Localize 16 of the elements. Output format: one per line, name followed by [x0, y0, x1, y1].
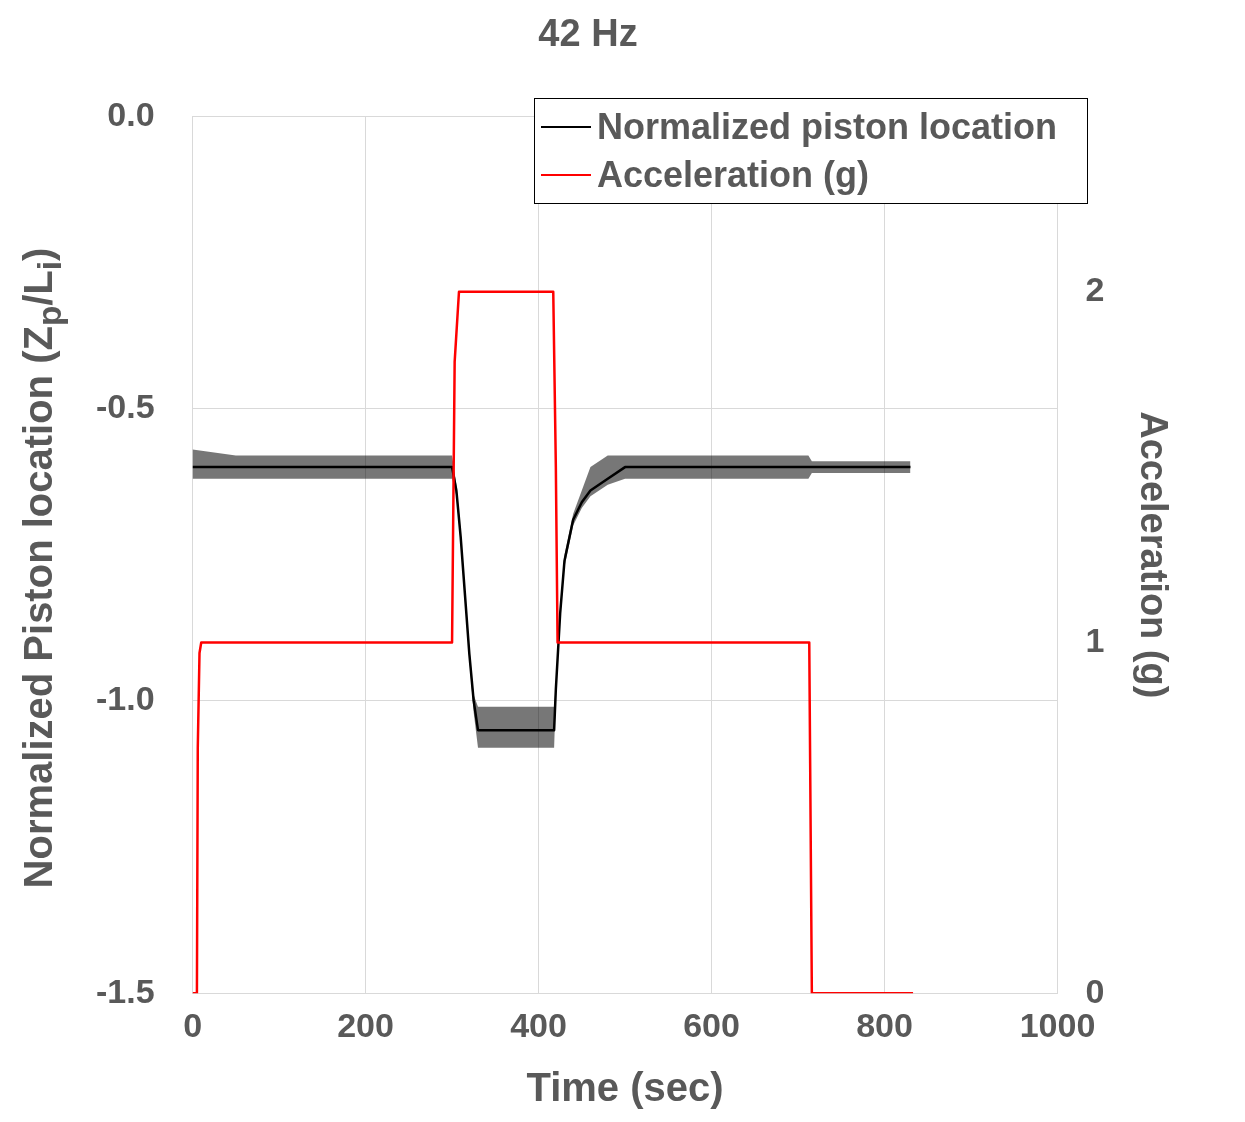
- x-tick-label: 800: [856, 1005, 913, 1044]
- x-axis-title: Time (sec): [526, 1065, 724, 1110]
- y-tick-label: 0.0: [107, 94, 155, 133]
- y2-axis-title: Acceleration (g): [1132, 411, 1175, 699]
- legend-label: Normalized piston location: [596, 105, 1057, 149]
- x-tick-label: 400: [510, 1005, 567, 1044]
- x-tick-label: 0: [183, 1005, 203, 1044]
- y-tick-label: -1.5: [95, 971, 155, 1010]
- legend-label: Acceleration (g): [596, 153, 870, 197]
- y-tick-label: -0.5: [95, 387, 155, 426]
- y2-tick-label: 2: [1085, 270, 1105, 309]
- x-tick-label: 200: [337, 1005, 394, 1044]
- y-tick-label: -1.0: [95, 679, 155, 718]
- y2-tick-label: 1: [1085, 620, 1105, 659]
- x-tick-label: 600: [683, 1005, 740, 1044]
- chart-title: 42 Hz: [537, 12, 639, 55]
